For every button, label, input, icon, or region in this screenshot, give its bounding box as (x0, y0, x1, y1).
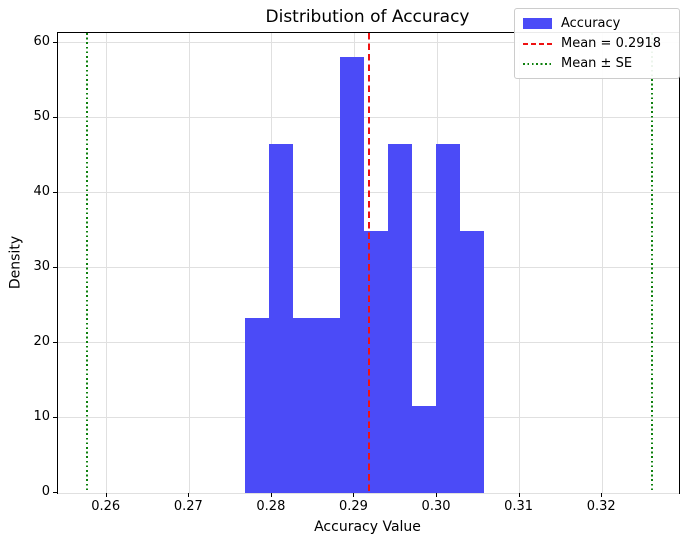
x-axis-tick-label: 0.29 (338, 499, 368, 514)
se-line (86, 33, 88, 493)
x-axis-tick-label: 0.26 (91, 499, 121, 514)
y-axis-tick (53, 41, 57, 43)
gridline-vertical (106, 33, 108, 493)
x-axis-tick (270, 493, 272, 497)
x-axis-tick-label: 0.31 (504, 499, 534, 514)
y-axis-tick (53, 266, 57, 268)
x-axis-tick (601, 493, 603, 497)
y-axis-label: Density (7, 235, 24, 290)
legend-label: Accuracy (561, 16, 621, 31)
legend-item: Mean = 0.2918 (523, 35, 671, 52)
x-axis-tick (353, 493, 355, 497)
histogram-bar (388, 144, 413, 493)
y-axis-tick-label: 20 (33, 333, 50, 349)
plot-area (57, 32, 680, 494)
legend: Accuracy Mean = 0.2918 Mean ± SE (514, 8, 680, 79)
gridline-vertical (601, 33, 603, 493)
y-axis-tick (53, 416, 57, 418)
gridline-vertical (519, 33, 521, 493)
histogram-bar (436, 144, 461, 493)
y-axis-tick-label: 60 (33, 33, 50, 49)
y-axis-tick (53, 191, 57, 193)
x-axis-tick-label: 0.27 (173, 499, 203, 514)
y-axis-tick-label: 40 (33, 183, 50, 199)
chart-title: Distribution of Accuracy (265, 7, 470, 27)
y-axis-tick (53, 116, 57, 118)
y-axis-tick-label: 50 (33, 108, 50, 124)
x-axis-tick (188, 493, 190, 497)
histogram-bar (460, 231, 485, 493)
legend-swatch-dotted (523, 62, 552, 65)
gridline-horizontal (58, 492, 679, 494)
legend-swatch-patch (523, 18, 552, 29)
legend-item: Accuracy (523, 15, 671, 32)
x-axis-tick-label: 0.28 (256, 499, 286, 514)
x-axis-tick-label: 0.32 (586, 499, 616, 514)
histogram-bar (244, 318, 269, 493)
mean-line (368, 33, 371, 493)
y-axis-tick-label: 0 (41, 484, 50, 499)
histogram-bar (316, 318, 341, 493)
x-axis-tick (436, 493, 438, 497)
legend-label: Mean = 0.2918 (561, 36, 662, 51)
histogram-bar (292, 318, 317, 493)
histogram-bar (412, 405, 437, 493)
y-axis-tick (53, 341, 57, 343)
histogram-bar (340, 57, 365, 493)
y-axis-tick-label: 10 (33, 408, 50, 424)
x-axis-tick (518, 493, 520, 497)
histogram-bar (268, 144, 293, 493)
legend-item: Mean ± SE (523, 55, 671, 72)
gridline-vertical (188, 33, 190, 493)
x-axis-label: Accuracy Value (314, 519, 421, 535)
legend-swatch-dashed (523, 42, 552, 45)
y-axis-tick (53, 492, 57, 493)
x-axis-tick-label: 0.30 (421, 499, 451, 514)
legend-label: Mean ± SE (561, 56, 633, 71)
se-line (650, 33, 653, 493)
x-axis-tick (105, 493, 107, 497)
y-axis-tick-label: 30 (33, 258, 50, 274)
histogram-bar (364, 231, 389, 493)
